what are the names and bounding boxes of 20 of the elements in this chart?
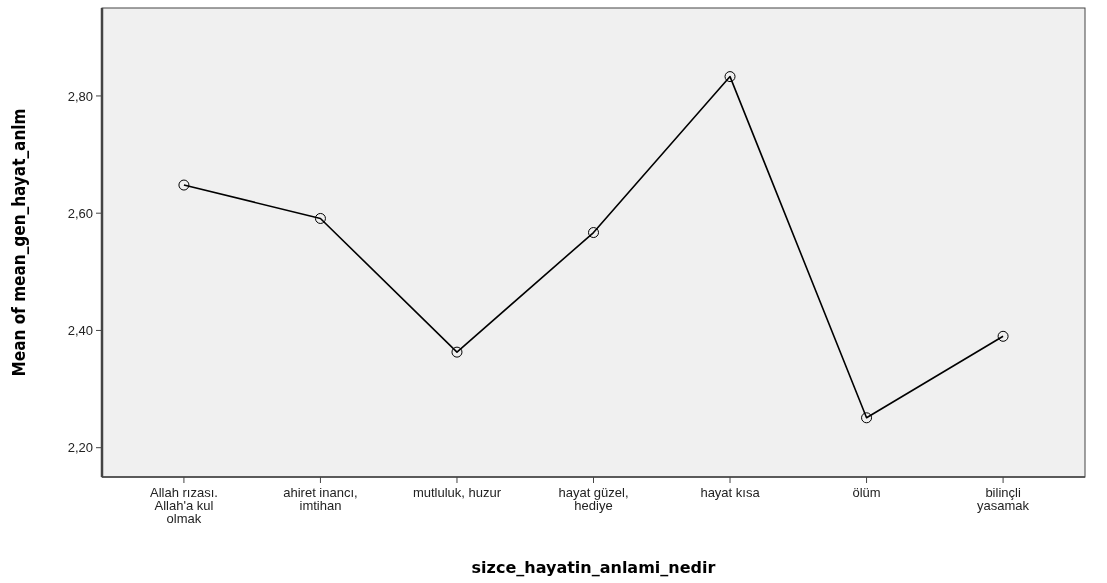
x-axis-title: sizce_hayatin_anlami_nedir: [471, 558, 716, 577]
x-tick-label: ahiret inancı, imtihan: [283, 485, 358, 513]
point: [997, 330, 1009, 342]
point: [724, 71, 736, 83]
y-tick-label: 2,40: [67, 322, 93, 338]
y-tick-label: 2,80: [67, 88, 93, 104]
x-tick-label: Allah rızası. Allah'a kul olmak: [149, 485, 218, 526]
x-tick-label: hayat güzel, hediye: [558, 485, 629, 513]
x-tick-label: hayat kısa: [700, 485, 761, 500]
y-axis-title: Mean of mean_gen_hayat_anlm: [9, 108, 29, 377]
point: [861, 412, 873, 424]
point: [178, 179, 190, 191]
point: [314, 212, 326, 224]
y-tick-label: 2,60: [67, 205, 93, 221]
point: [588, 227, 599, 239]
x-tick-label: ölüm: [852, 485, 881, 500]
point: [451, 346, 463, 358]
x-tick-label: mutluluk, huzur: [412, 485, 502, 500]
x-tick-label: bilinçli yasamak: [977, 485, 1030, 513]
y-tick-label: 2,20: [67, 440, 93, 456]
